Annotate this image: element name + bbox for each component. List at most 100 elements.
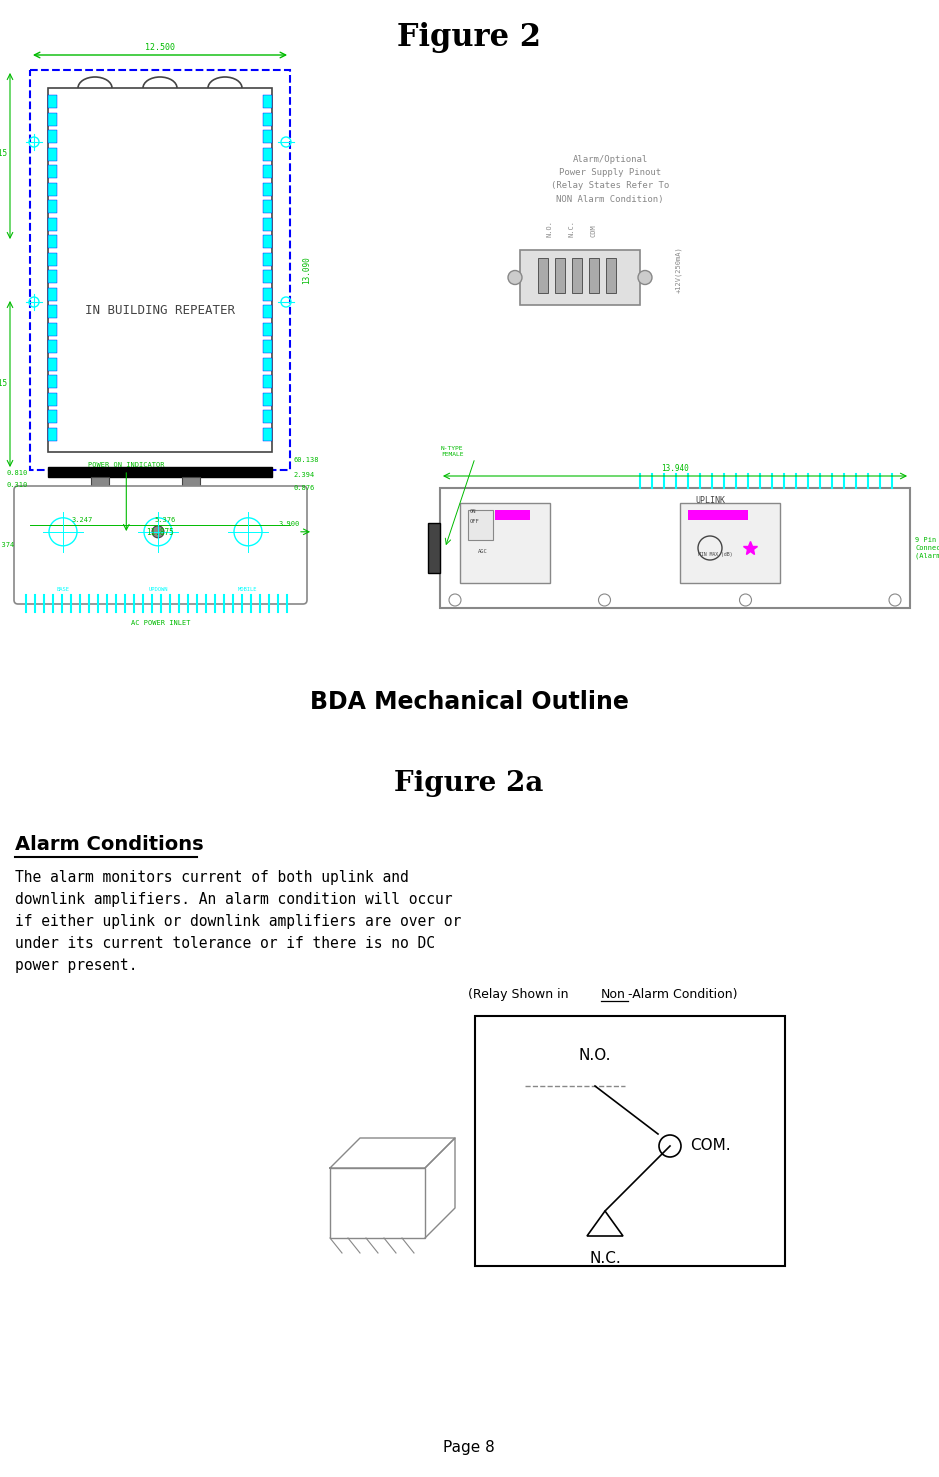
Text: 0.374: 0.374 <box>0 542 15 548</box>
Bar <box>48 217 57 230</box>
Text: Figure 2a: Figure 2a <box>394 770 544 798</box>
Bar <box>468 510 493 541</box>
Text: MIN MAX (dB): MIN MAX (dB) <box>698 552 732 557</box>
Text: N.O.: N.O. <box>547 220 553 236</box>
Bar <box>48 199 57 213</box>
Bar <box>48 130 57 143</box>
Bar <box>263 253 272 266</box>
Text: 3.900: 3.900 <box>279 521 300 527</box>
Bar <box>48 270 57 284</box>
Text: 13.940: 13.940 <box>661 464 689 473</box>
Bar <box>263 148 272 161</box>
Text: AC POWER INLET: AC POWER INLET <box>131 620 191 626</box>
Bar <box>263 304 272 318</box>
Bar <box>495 510 530 520</box>
Text: N.O.: N.O. <box>578 1049 611 1063</box>
Bar <box>263 357 272 371</box>
Bar <box>263 427 272 440</box>
Text: COM: COM <box>591 225 597 236</box>
Bar <box>263 199 272 213</box>
Text: UPDOWN: UPDOWN <box>148 586 168 592</box>
Text: 13.090: 13.090 <box>302 256 311 284</box>
Text: OFF: OFF <box>470 518 480 524</box>
Text: Alarm/Optional
Power Supply Pinout
(Relay States Refer To
NON Alarm Condition): Alarm/Optional Power Supply Pinout (Rela… <box>551 155 670 204</box>
Text: 60.138: 60.138 <box>293 456 318 462</box>
Text: downlink amplifiers. An alarm condition will occur: downlink amplifiers. An alarm condition … <box>15 892 453 907</box>
Text: 5.615: 5.615 <box>0 380 8 388</box>
Bar <box>263 112 272 126</box>
Bar <box>263 411 272 422</box>
Text: N.C.: N.C. <box>589 1251 621 1266</box>
Text: ON: ON <box>470 510 476 514</box>
Bar <box>263 288 272 300</box>
Bar <box>460 504 550 583</box>
Text: N-TYPE
FEMALE: N-TYPE FEMALE <box>440 446 463 456</box>
Text: POWER ON INDICATOR: POWER ON INDICATOR <box>88 462 164 468</box>
Bar <box>263 130 272 143</box>
Bar <box>680 504 780 583</box>
Circle shape <box>638 270 652 285</box>
Bar <box>330 1168 425 1238</box>
Bar <box>263 217 272 230</box>
Bar <box>48 467 272 477</box>
Bar <box>48 393 57 406</box>
Text: 5.376: 5.376 <box>155 517 176 523</box>
Text: MOBILE: MOBILE <box>239 586 257 592</box>
Text: The alarm monitors current of both uplink and: The alarm monitors current of both uplin… <box>15 870 408 885</box>
Bar <box>94 495 106 504</box>
Bar <box>48 322 57 335</box>
Bar <box>263 165 272 179</box>
Bar <box>91 477 109 495</box>
Bar <box>263 375 272 388</box>
Text: BDA Mechanical Outline: BDA Mechanical Outline <box>310 690 628 713</box>
Bar <box>589 258 599 292</box>
Text: +12V(250mA): +12V(250mA) <box>675 247 682 294</box>
Text: 9 Pin D-SUB
Connector
(Alarm Option): 9 Pin D-SUB Connector (Alarm Option) <box>915 536 939 560</box>
Bar <box>440 487 910 609</box>
Text: 12.500: 12.500 <box>145 43 175 52</box>
Text: if either uplink or downlink amplifiers are over or: if either uplink or downlink amplifiers … <box>15 914 461 929</box>
Circle shape <box>152 526 164 538</box>
Bar <box>606 258 616 292</box>
Bar <box>48 183 57 195</box>
Text: Non: Non <box>601 988 626 1001</box>
Bar <box>688 510 748 520</box>
Bar <box>538 258 548 292</box>
Text: COM.: COM. <box>690 1139 731 1154</box>
Text: UPLINK: UPLINK <box>695 496 725 505</box>
Text: 0.810: 0.810 <box>7 470 28 476</box>
Bar <box>48 89 272 452</box>
Bar <box>48 148 57 161</box>
Text: 11.875: 11.875 <box>146 527 174 538</box>
Bar <box>263 340 272 353</box>
Circle shape <box>659 1134 681 1156</box>
Bar <box>572 258 582 292</box>
Text: BASE: BASE <box>56 586 69 592</box>
Text: Alarm Conditions: Alarm Conditions <box>15 835 204 854</box>
Bar <box>475 1016 785 1266</box>
Text: 5.615: 5.615 <box>0 149 8 158</box>
Bar <box>182 477 200 495</box>
Bar <box>48 411 57 422</box>
Bar <box>48 304 57 318</box>
Text: AGC: AGC <box>478 549 487 554</box>
Bar <box>263 95 272 108</box>
Text: under its current tolerance or if there is no DC: under its current tolerance or if there … <box>15 936 435 951</box>
Bar <box>48 112 57 126</box>
Bar <box>48 288 57 300</box>
Bar <box>185 495 197 504</box>
Bar <box>263 270 272 284</box>
Bar <box>48 253 57 266</box>
Text: power present.: power present. <box>15 959 137 973</box>
Bar <box>30 69 290 470</box>
Text: -Alarm Condition): -Alarm Condition) <box>628 988 737 1001</box>
Bar <box>263 393 272 406</box>
Circle shape <box>508 270 522 285</box>
Bar <box>48 95 57 108</box>
Text: N.C.: N.C. <box>569 220 575 236</box>
Bar <box>48 375 57 388</box>
Bar <box>555 258 565 292</box>
Bar <box>48 165 57 179</box>
Text: 0.876: 0.876 <box>293 484 315 490</box>
Bar <box>263 183 272 195</box>
